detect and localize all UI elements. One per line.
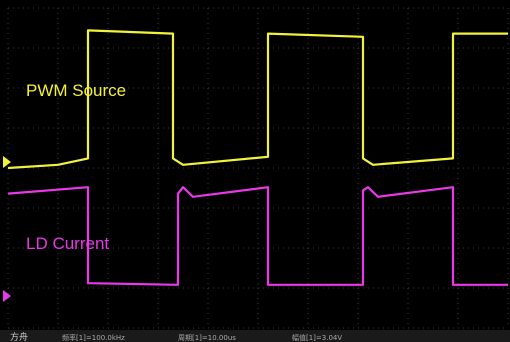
annotation-pwm-source: PWM Source: [26, 81, 126, 100]
series-line-ld-current: [7, 186, 508, 286]
channel-2-marker: [3, 290, 11, 302]
status-amplitude: 幅值[1]=3.04V: [292, 333, 342, 342]
status-bar: 方舟 频率[1]=100.0kHz 周期[1]=10.00us 幅值[1]=3.…: [0, 330, 510, 342]
grid: [7, 7, 509, 329]
annotation-ld-current: LD Current: [26, 234, 109, 253]
status-brand: 方舟: [10, 331, 28, 342]
series-line-pwm-source: [7, 29, 508, 170]
status-period: 周期[1]=10.00us: [178, 334, 236, 342]
channel-1-marker: [3, 156, 11, 168]
status-frequency: 频率[1]=100.0kHz: [62, 333, 125, 342]
traces: [7, 29, 508, 286]
